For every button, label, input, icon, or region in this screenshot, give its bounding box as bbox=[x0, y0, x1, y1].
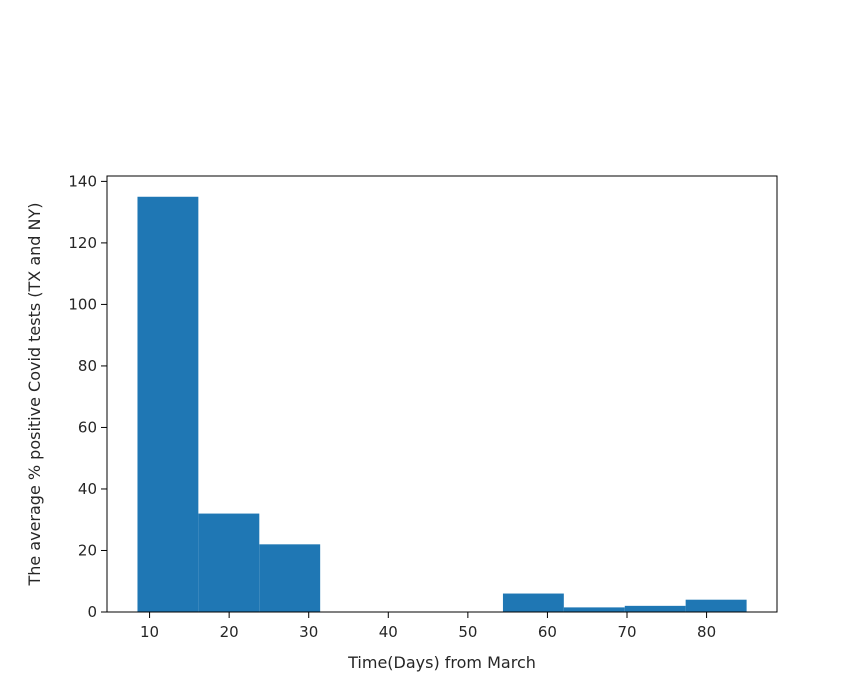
x-tick-label: 60 bbox=[538, 623, 557, 641]
y-axis-ticks: 0 20 40 60 80 100 120 140 bbox=[68, 172, 107, 621]
x-tick-label: 30 bbox=[299, 623, 318, 641]
x-tick-label: 20 bbox=[220, 623, 239, 641]
y-tick-label: 20 bbox=[78, 541, 97, 559]
y-tick-label: 140 bbox=[68, 172, 97, 190]
x-axis-ticks: 10 20 30 40 50 60 70 80 bbox=[140, 612, 716, 641]
x-tick-label: 50 bbox=[458, 623, 477, 641]
histogram-bar-1 bbox=[137, 196, 199, 612]
x-tick-label: 40 bbox=[379, 623, 398, 641]
x-tick-label: 70 bbox=[617, 623, 636, 641]
y-tick-label: 120 bbox=[68, 234, 97, 252]
x-tick-label: 80 bbox=[697, 623, 716, 641]
y-tick-label: 60 bbox=[78, 418, 97, 436]
bars-group bbox=[137, 196, 747, 612]
histogram-bar-9 bbox=[624, 605, 686, 612]
histogram-bar-2 bbox=[198, 513, 260, 612]
x-axis-label: Time(Days) from March bbox=[347, 653, 536, 672]
x-tick-label: 10 bbox=[140, 623, 159, 641]
y-tick-label: 80 bbox=[78, 357, 97, 375]
y-axis-label: The average % positive Covid tests (TX a… bbox=[25, 202, 44, 586]
histogram-bar-10 bbox=[685, 599, 747, 612]
histogram-bar-7 bbox=[502, 593, 564, 612]
y-tick-label: 40 bbox=[78, 480, 97, 498]
y-tick-label: 0 bbox=[87, 603, 97, 621]
plot-frame bbox=[106, 175, 778, 613]
histogram-bar-3 bbox=[259, 544, 321, 612]
histogram-bar-8 bbox=[563, 607, 625, 612]
y-tick-label: 100 bbox=[68, 295, 97, 313]
